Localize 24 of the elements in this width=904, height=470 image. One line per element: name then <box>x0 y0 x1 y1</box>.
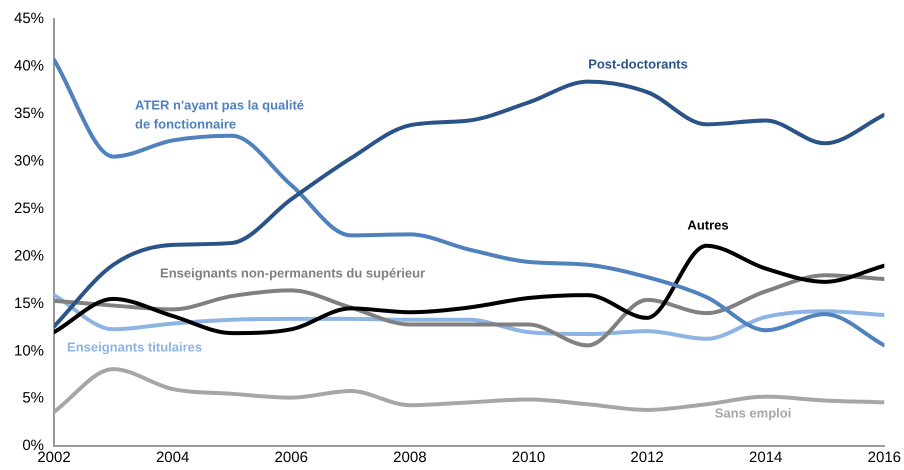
series-label: Post-doctorants <box>588 56 688 72</box>
y-tick-label: 30% <box>14 152 44 170</box>
series-label: Enseignants titulaires <box>67 340 202 355</box>
line-series <box>54 244 884 336</box>
y-tick-label: 40% <box>14 58 44 75</box>
x-tick-label: 2016 <box>868 449 902 466</box>
y-tick-label: 10% <box>14 342 44 360</box>
x-tick-label: 2010 <box>512 449 546 466</box>
y-tick-label: 25% <box>14 200 44 217</box>
series-label: Sans emploi <box>714 406 792 421</box>
y-tick-label: 20% <box>14 247 44 264</box>
series-label: Enseignants non-permanents du supérieur <box>160 266 426 281</box>
x-tick-label: 2008 <box>393 449 427 466</box>
y-tick-label: 15% <box>14 294 44 312</box>
y-tick-label: 5% <box>22 390 44 407</box>
y-tick-label: 45% <box>14 10 44 28</box>
x-tick-label: 2004 <box>156 449 190 466</box>
series-label: ATER n'ayant pas la qualité de fonctionnaire <box>135 98 304 132</box>
x-tick-label: 2012 <box>630 449 664 466</box>
x-tick-label: 2014 <box>749 449 782 466</box>
series-label: Autres <box>687 218 729 233</box>
line-series <box>54 293 884 341</box>
x-tick-label: 2006 <box>274 449 308 466</box>
y-tick-label: 35% <box>14 105 44 122</box>
